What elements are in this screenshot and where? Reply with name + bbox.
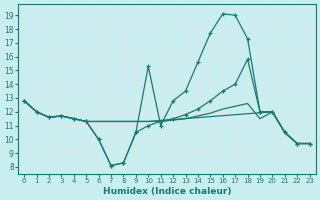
X-axis label: Humidex (Indice chaleur): Humidex (Indice chaleur) <box>103 187 231 196</box>
